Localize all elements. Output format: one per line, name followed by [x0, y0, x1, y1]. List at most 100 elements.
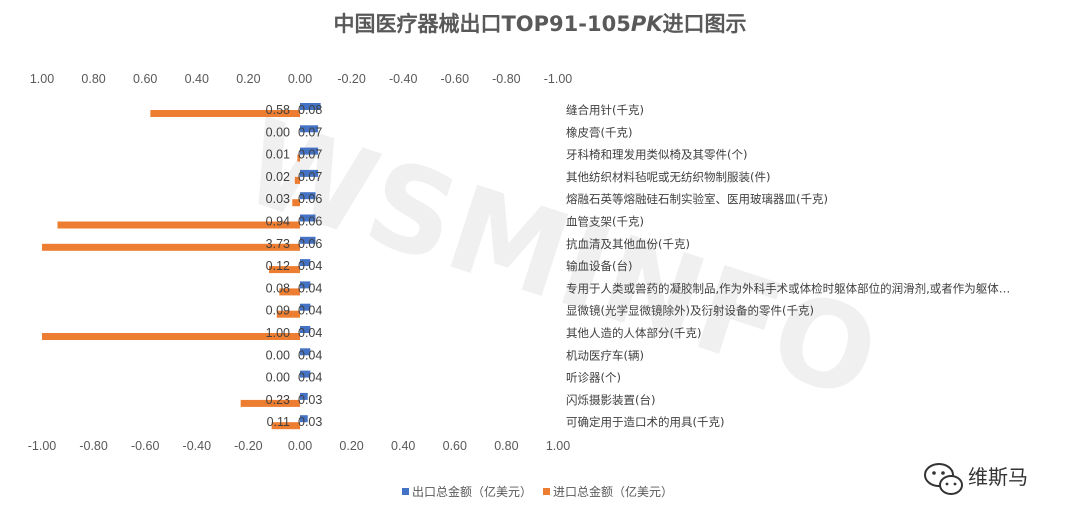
category-label: 听诊器(个) [566, 371, 621, 385]
legend-swatch [543, 488, 550, 495]
export-data-label: 0.04 [298, 326, 322, 340]
import-bar [271, 422, 300, 430]
export-bar [300, 370, 311, 378]
import-bar [294, 176, 300, 184]
export-data-label: 0.07 [298, 125, 322, 139]
import-bar [279, 288, 300, 296]
category-label: 闪烁摄影装置(台) [566, 393, 655, 407]
chart-title-part-1: 中国医疗器械出口TOP91-105 [333, 12, 630, 36]
category-label: 显微镜(光学显微镜除外)及衍射设备的零件(千克) [566, 304, 814, 318]
category-label: 缝合用针(千克) [566, 103, 644, 117]
import-bar [150, 110, 300, 117]
export-bar [300, 192, 316, 200]
category-label: 输血设备(台) [566, 259, 632, 273]
export-bar [300, 303, 311, 311]
export-data-label: 0.04 [298, 348, 322, 362]
top-axis-tick-label: -0.20 [337, 72, 366, 86]
legend: 出口总金额（亿美元） 进口总金额（亿美元） [402, 484, 673, 499]
export-bar [300, 236, 316, 244]
export-data-label: 0.04 [298, 281, 322, 295]
export-data-label: 0.03 [298, 393, 322, 407]
category-labels-layer: 缝合用针(千克) 橡皮膏(千克) 牙科椅和理发用类似椅及其零件(个) 其他纺织材料毡呢… [566, 103, 1010, 429]
data-labels-layer: 0.58 0.08 0.00 0.07 0.01 0.07 0.02 0.07 0.03 0.06… [266, 103, 323, 429]
export-data-label: 0.06 [298, 237, 322, 251]
export-data-label: 0.07 [298, 148, 322, 162]
chart-title: 中国医疗器械出口TOP91-105PK进口图示 [333, 12, 746, 36]
export-bar [300, 147, 319, 155]
import-bar [57, 221, 301, 229]
import-bar [292, 199, 300, 207]
export-bar [300, 348, 311, 356]
export-bar [300, 103, 321, 110]
import-data-label: 0.11 [267, 415, 290, 429]
bottom-axis-tick-label: 0.00 [288, 439, 312, 453]
legend-label: 出口总金额（亿美元） [412, 484, 532, 499]
import-bar [42, 243, 300, 251]
brand-mark: 维斯马 [924, 463, 1028, 495]
category-label: 橡皮膏(千克) [566, 125, 632, 139]
top-axis-tick-label: -1.00 [544, 72, 573, 86]
export-data-label: 0.08 [298, 103, 322, 117]
import-data-label: 0.01 [266, 148, 290, 162]
bottom-axis-tick-label: -0.80 [79, 439, 108, 453]
import-data-label: 0.58 [266, 103, 290, 117]
import-data-label: 0.08 [266, 281, 290, 295]
import-data-label: 3.73 [266, 237, 290, 251]
top-axis-tick-label: 0.60 [133, 72, 157, 86]
top-axis-tick-label: -0.80 [492, 72, 521, 86]
export-data-label: 0.07 [298, 170, 322, 184]
export-bar [300, 392, 308, 400]
import-bar [276, 310, 300, 318]
export-bar [300, 125, 319, 133]
export-bar [300, 214, 316, 222]
import-bar [297, 154, 300, 162]
bottom-axis-tick-label: 0.60 [443, 439, 467, 453]
category-label: 机动医疗车(辆) [566, 348, 644, 362]
export-data-label: 0.04 [298, 259, 322, 273]
bottom-axis-tick-label: 0.20 [339, 439, 363, 453]
category-label: 其他人造的人体部分(千克) [566, 326, 701, 340]
top-axis: 1.00 0.80 0.60 0.40 0.20 0.00 -0.20 -0.40 -0.60 -… [30, 72, 572, 86]
bottom-axis-tick-label: 1.00 [546, 439, 570, 453]
import-bar [269, 266, 300, 274]
legend-swatch [402, 488, 409, 495]
export-data-label: 0.03 [298, 415, 322, 429]
bottom-axis: -1.00 -0.80 -0.60 -0.40 -0.20 0.00 0.20 0.40 0.6… [28, 439, 570, 453]
import-bar [240, 399, 300, 407]
top-axis-tick-label: 0.00 [288, 72, 312, 86]
export-bar [300, 259, 311, 267]
import-data-label: 0.00 [266, 125, 290, 139]
top-axis-tick-label: -0.60 [441, 72, 470, 86]
category-label: 血管支架(千克) [566, 215, 644, 229]
import-bar [42, 333, 300, 340]
top-axis-tick-label: 0.40 [185, 72, 209, 86]
import-data-label: 0.09 [266, 304, 290, 318]
category-label: 抗血清及其他血份(千克) [566, 237, 690, 251]
bottom-axis-tick-label: -0.60 [131, 439, 160, 453]
export-bar [300, 281, 311, 289]
export-data-label: 0.06 [298, 215, 322, 229]
category-label: 牙科椅和理发用类似椅及其零件(个) [566, 148, 747, 162]
bars-layer [42, 103, 321, 430]
import-data-label: 0.94 [266, 215, 290, 229]
chart-title-part-2: PK [631, 12, 664, 36]
bottom-axis-tick-label: -0.40 [183, 439, 212, 453]
export-data-label: 0.04 [298, 304, 322, 318]
export-data-label: 0.06 [298, 192, 322, 206]
import-data-label: 0.12 [266, 259, 290, 273]
export-bar [300, 169, 319, 177]
category-label: 熔融石英等熔融硅石制实验室、医用玻璃器皿(千克) [566, 192, 828, 206]
top-axis-tick-label: 0.80 [81, 72, 105, 86]
category-label: 可确定用于造口术的用具(千克) [566, 415, 724, 429]
export-bar [300, 415, 308, 423]
import-data-label: 0.00 [266, 348, 290, 362]
import-data-label: 0.00 [266, 371, 290, 385]
legend-label: 进口总金额（亿美元） [553, 484, 673, 499]
wechat-icon [924, 463, 963, 495]
import-data-label: 0.03 [266, 192, 290, 206]
watermark: WSMINFO [227, 92, 894, 426]
top-axis-tick-label: 1.00 [30, 72, 54, 86]
import-data-label: 0.23 [266, 393, 290, 407]
top-axis-tick-label: 0.20 [236, 72, 260, 86]
